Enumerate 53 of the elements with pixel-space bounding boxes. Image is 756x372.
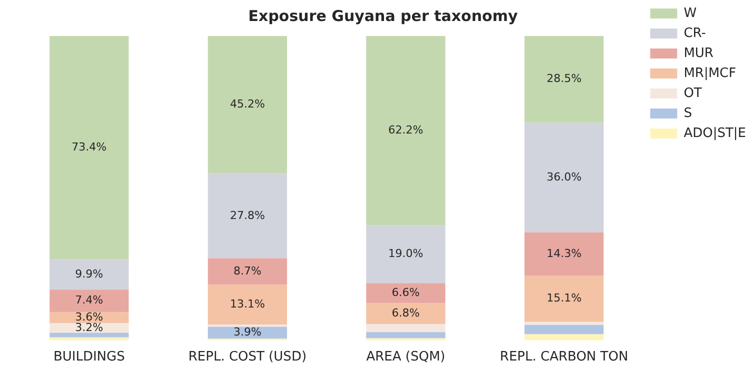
bar bbox=[524, 122, 604, 232]
bar bbox=[524, 36, 604, 123]
data-label: 28.5% bbox=[546, 72, 582, 86]
legend-label: CR- bbox=[684, 26, 706, 41]
bar bbox=[50, 259, 129, 290]
data-label: 3.9% bbox=[233, 325, 262, 338]
data-label: 3.2% bbox=[75, 320, 104, 334]
bar bbox=[208, 174, 288, 258]
data-label: 19.0% bbox=[388, 247, 424, 260]
bar bbox=[208, 284, 288, 325]
x-tick-label: REPL. CARBON TON bbox=[500, 350, 628, 365]
data-label: 6.6% bbox=[392, 286, 420, 300]
bar bbox=[366, 225, 446, 284]
legend-label: ADO|ST|E bbox=[684, 126, 746, 141]
data-label: 14.3% bbox=[546, 246, 582, 260]
bar bbox=[50, 36, 129, 260]
bar bbox=[524, 324, 604, 334]
bar bbox=[366, 324, 446, 332]
data-label: 73.4% bbox=[72, 140, 107, 154]
bar bbox=[366, 36, 446, 226]
data-label: 6.8% bbox=[392, 306, 420, 320]
bar bbox=[50, 323, 129, 333]
chart-title: Exposure Guyana per taxonomy bbox=[248, 6, 518, 25]
x-tick-label: AREA (SQM) bbox=[366, 350, 446, 365]
data-label: 36.0% bbox=[546, 170, 582, 184]
bar bbox=[524, 276, 604, 322]
legend-label: W bbox=[684, 6, 697, 21]
bar bbox=[50, 332, 129, 338]
bar bbox=[524, 232, 604, 276]
data-label: 13.1% bbox=[230, 297, 265, 310]
bar bbox=[208, 258, 288, 285]
x-tick-label: BUILDINGS bbox=[53, 350, 125, 365]
data-label: 45.2% bbox=[230, 98, 265, 111]
bar bbox=[366, 332, 446, 338]
bar bbox=[366, 303, 446, 324]
data-label: 3.6% bbox=[75, 310, 104, 324]
data-label: 15.1% bbox=[546, 292, 582, 305]
bar bbox=[524, 322, 604, 325]
bar bbox=[524, 334, 604, 340]
data-label: 27.8% bbox=[230, 208, 265, 222]
legend-label: MR|MCF bbox=[684, 66, 736, 81]
x-tick-label: REPL. COST (USD) bbox=[188, 350, 307, 365]
legend-label: S bbox=[684, 106, 692, 121]
legend-label: OT bbox=[684, 86, 702, 101]
data-label: 62.2% bbox=[388, 124, 424, 137]
bar bbox=[208, 326, 288, 339]
bar bbox=[50, 290, 129, 312]
data-label: 7.4% bbox=[75, 294, 104, 307]
data-label: 9.9% bbox=[75, 267, 104, 280]
legend-label: MUR bbox=[684, 46, 714, 61]
data-label: 8.7% bbox=[233, 264, 262, 278]
bar bbox=[208, 36, 288, 174]
bar bbox=[366, 283, 446, 304]
